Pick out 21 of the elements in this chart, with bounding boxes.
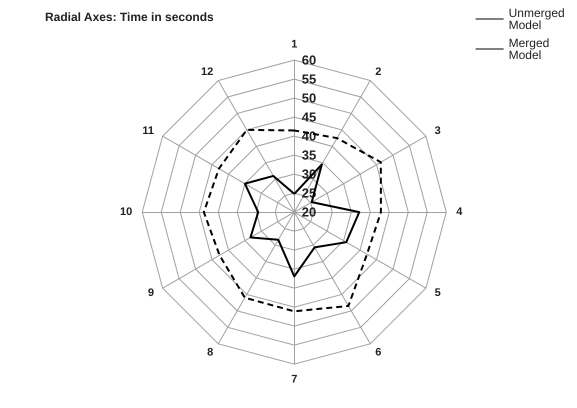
- spoke-label: 11: [142, 125, 154, 138]
- legend-label: Unmerged Model: [508, 6, 568, 32]
- legend-label: Merged Model: [508, 36, 553, 62]
- spoke-label: 8: [207, 346, 214, 358]
- spoke-label: 1: [291, 38, 298, 51]
- spoke-label: 4: [456, 206, 464, 218]
- y-tick-label: 35: [302, 148, 316, 163]
- spoke-label: 9: [148, 287, 154, 300]
- spoke-label: 12: [201, 66, 214, 78]
- y-tick-label: 50: [302, 90, 316, 106]
- spoke-label: 7: [291, 374, 298, 386]
- chart-title: Radial Axes: Time in seconds: [45, 10, 214, 24]
- y-tick-label: 20: [302, 204, 316, 220]
- spoke-label: 10: [120, 206, 132, 218]
- spoke-label: 2: [375, 66, 382, 78]
- spoke-label: 6: [375, 346, 382, 358]
- spoke-label: 5: [434, 287, 441, 300]
- y-tick-label: 55: [302, 72, 316, 87]
- y-tick-label: 45: [302, 110, 316, 125]
- spoke-label: 3: [434, 125, 441, 138]
- y-tick-label: 60: [302, 52, 316, 68]
